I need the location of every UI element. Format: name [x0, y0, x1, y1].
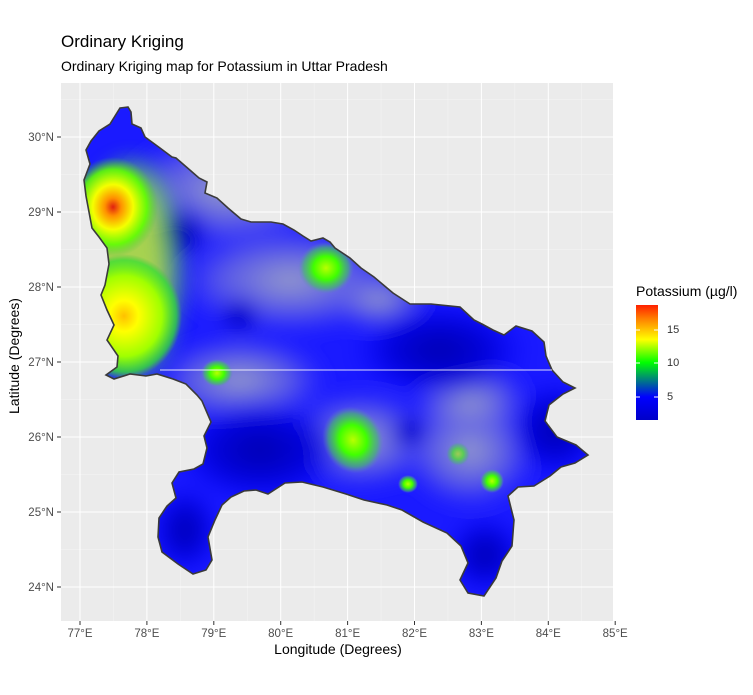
legend-label-15: 15: [667, 324, 679, 336]
y-tick-label: 28°N: [28, 282, 54, 294]
y-tick-label: 26°N: [28, 432, 54, 444]
x-axis-title: Longitude (Degrees): [0, 641, 676, 657]
x-tick-label: 85°E: [603, 628, 628, 640]
y-axis-title: Latitude (Degrees): [6, 298, 22, 414]
x-tick-label: 77°E: [67, 628, 92, 640]
x-tick-label: 82°E: [402, 628, 427, 640]
y-axis-ticks: 24°N 25°N 26°N 27°N 28°N 29°N 30°N: [28, 132, 61, 594]
y-tick-label: 29°N: [28, 207, 54, 219]
x-axis-ticks: 77°E 78°E 79°E 80°E 81°E 82°E 83°E 84°E 85°E: [67, 621, 628, 640]
legend-title: Potassium (µg/l): [636, 283, 737, 299]
x-tick-label: 78°E: [134, 628, 159, 640]
x-tick-label: 80°E: [268, 628, 293, 640]
x-tick-label: 79°E: [201, 628, 226, 640]
y-tick-label: 27°N: [28, 357, 54, 369]
legend-label-5: 5: [667, 391, 673, 403]
x-tick-label: 81°E: [335, 628, 360, 640]
legend-label-10: 10: [667, 357, 679, 369]
y-tick-label: 24°N: [28, 582, 54, 594]
x-tick-label: 84°E: [536, 628, 561, 640]
y-tick-label: 25°N: [28, 507, 54, 519]
y-tick-label: 30°N: [28, 132, 54, 144]
x-tick-label: 83°E: [469, 628, 494, 640]
